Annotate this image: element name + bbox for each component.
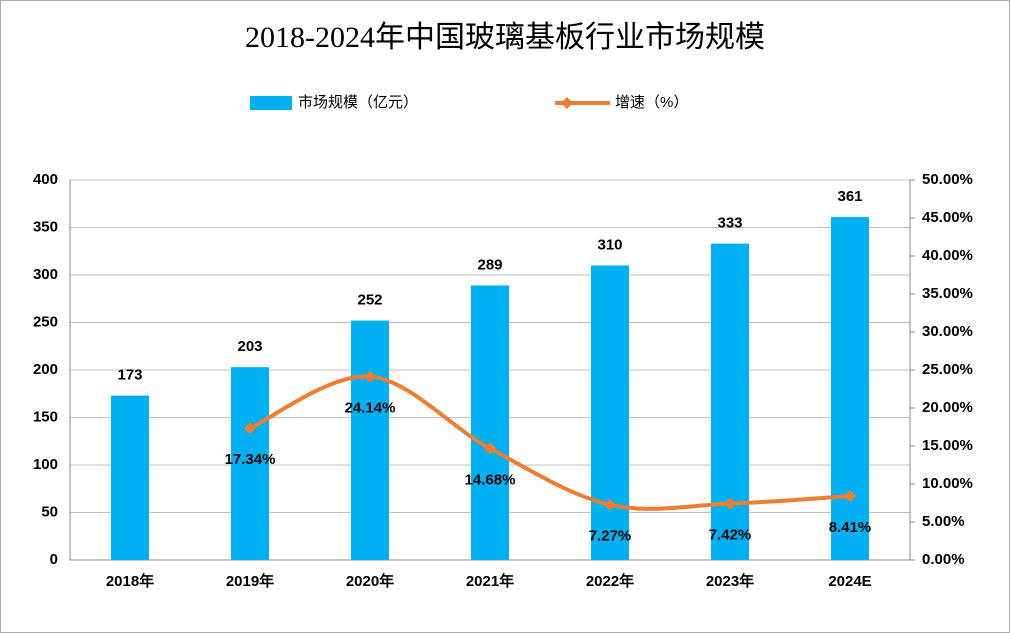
bar-value-label: 361 xyxy=(837,188,862,205)
y-tick-label: 250 xyxy=(33,313,58,330)
bar xyxy=(351,320,389,560)
y2-tick-label: 25.00% xyxy=(922,361,973,378)
y-tick-label: 100 xyxy=(33,456,58,473)
bar xyxy=(231,367,269,560)
y2-tick-label: 30.00% xyxy=(922,323,973,340)
y-tick-label: 150 xyxy=(33,408,58,425)
legend-label: 增速（%） xyxy=(615,94,688,111)
y-tick-label: 50 xyxy=(41,503,58,520)
x-tick-label: 2018年 xyxy=(106,572,154,590)
y2-tick-label: 45.00% xyxy=(922,209,973,226)
x-tick-label: 2022年 xyxy=(586,572,634,590)
y-tick-label: 350 xyxy=(33,218,58,235)
y2-tick-label: 40.00% xyxy=(922,247,973,264)
line-value-label: 24.14% xyxy=(345,400,396,417)
chart-title: 2018-2024年中国玻璃基板行业市场规模 xyxy=(245,21,765,54)
x-tick-label: 2024E xyxy=(828,573,871,590)
bar-value-label: 289 xyxy=(477,256,502,273)
line-value-label: 17.34% xyxy=(225,451,276,468)
x-tick-label: 2021年 xyxy=(466,572,514,590)
legend-swatch xyxy=(250,96,292,110)
y2-tick-label: 0.00% xyxy=(922,551,965,568)
x-tick-label: 2023年 xyxy=(706,572,754,590)
bar xyxy=(591,265,629,560)
x-tick-label: 2020年 xyxy=(346,572,394,590)
line-value-label: 8.41% xyxy=(829,519,872,536)
line-value-label: 14.68% xyxy=(465,471,516,488)
bar xyxy=(831,217,869,561)
bar-value-label: 173 xyxy=(117,367,142,384)
bar-value-label: 252 xyxy=(357,292,382,309)
line-marker xyxy=(844,490,856,503)
bar-value-label: 333 xyxy=(717,215,742,232)
line-value-label: 7.27% xyxy=(589,528,632,545)
line-marker xyxy=(244,422,256,435)
bar xyxy=(471,285,509,560)
y2-tick-label: 20.00% xyxy=(922,399,973,416)
line-value-label: 7.42% xyxy=(709,527,752,544)
bar xyxy=(111,395,149,560)
y2-tick-label: 15.00% xyxy=(922,437,973,454)
x-tick-label: 2019年 xyxy=(226,572,274,590)
line-marker xyxy=(604,498,616,511)
y-tick-label: 0 xyxy=(50,551,58,568)
line-marker xyxy=(364,370,376,383)
legend-marker xyxy=(561,97,573,109)
y2-tick-label: 50.00% xyxy=(922,171,973,188)
line-marker xyxy=(724,497,736,510)
y-tick-label: 400 xyxy=(33,171,58,188)
y-tick-label: 300 xyxy=(33,266,58,283)
y2-tick-label: 5.00% xyxy=(922,513,965,530)
bar xyxy=(711,243,749,560)
y2-tick-label: 10.00% xyxy=(922,475,973,492)
bar-value-label: 310 xyxy=(597,236,622,253)
line-marker xyxy=(484,442,496,455)
legend-label: 市场规模（亿元） xyxy=(298,94,418,111)
bar-value-label: 203 xyxy=(237,338,262,355)
y-tick-label: 200 xyxy=(33,361,58,378)
y2-tick-label: 35.00% xyxy=(922,285,973,302)
